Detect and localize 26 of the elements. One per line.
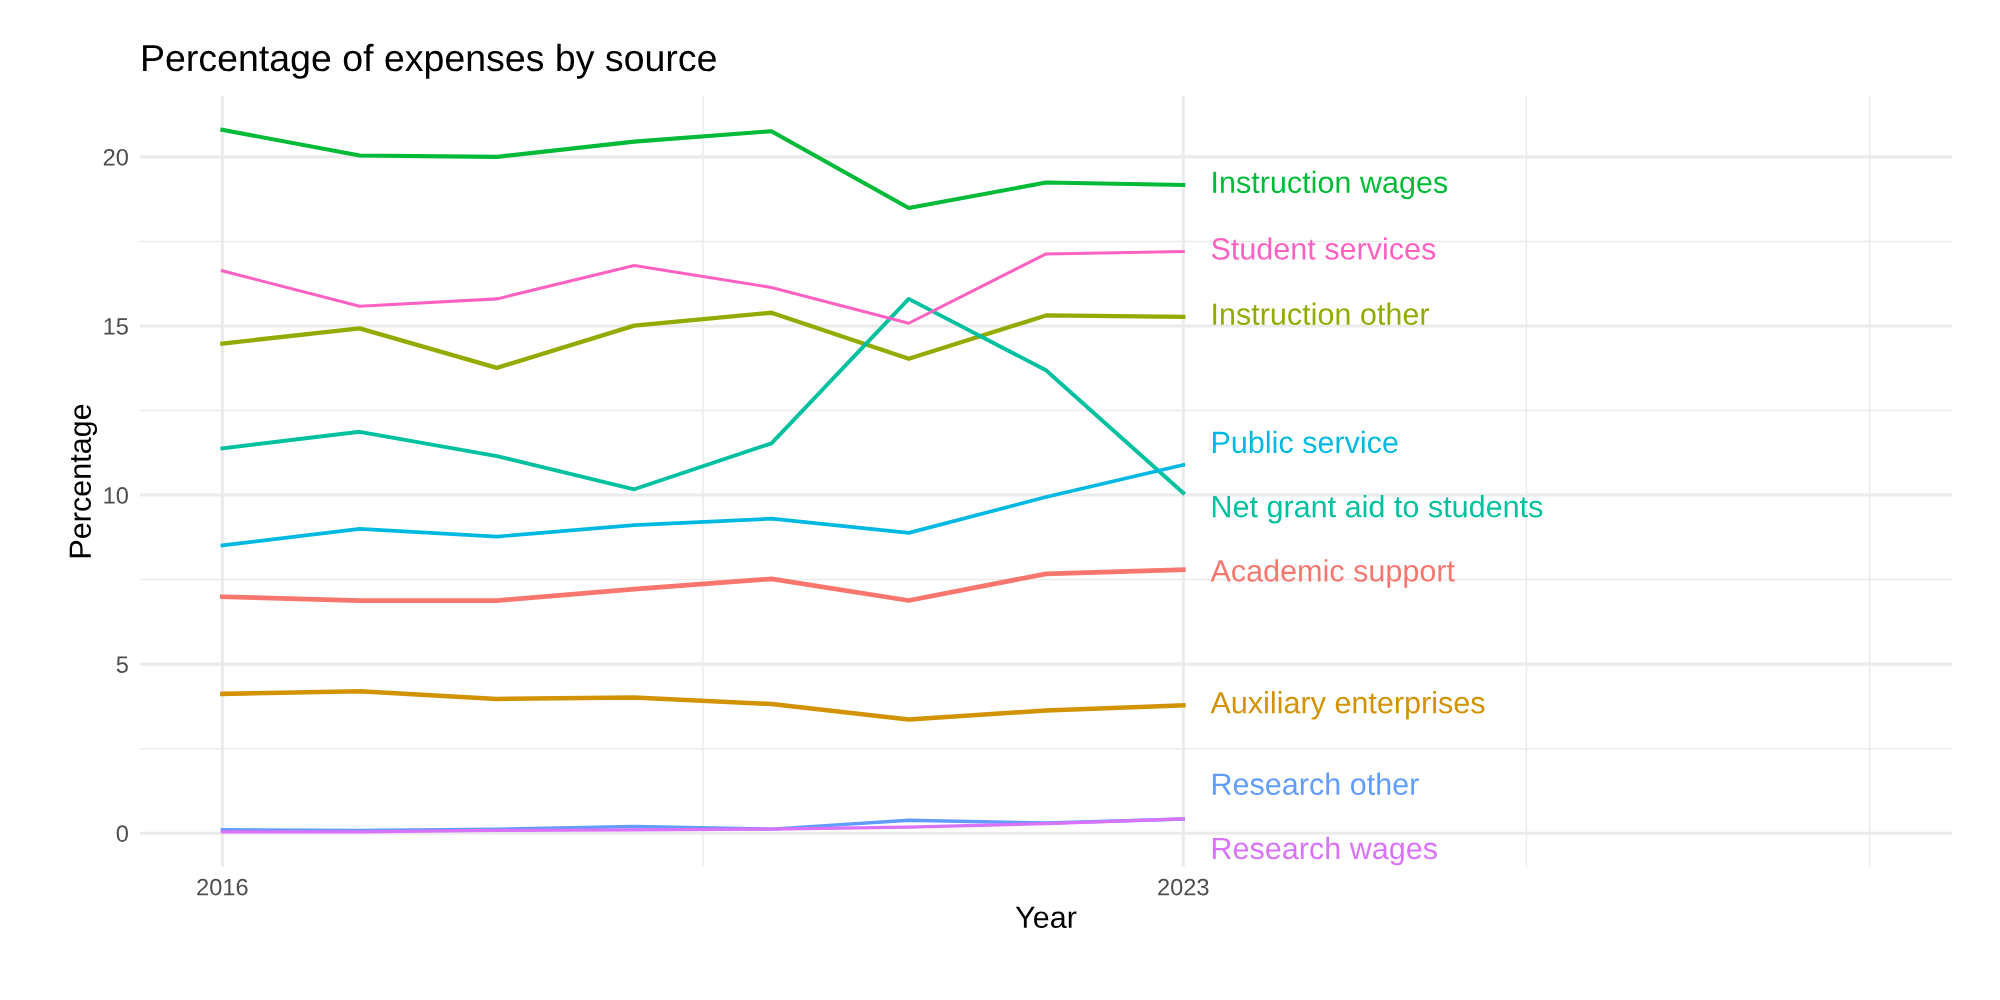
series-label: Student services [1211, 237, 1436, 260]
series-label: Net grant aid to students [1212, 494, 1543, 524]
y-axis-title: Percentage [69, 404, 98, 558]
y-tick-label: 15 [104, 318, 128, 335]
series-label: Academic support [1210, 559, 1455, 588]
series-label: Research other [1212, 772, 1419, 796]
series-label: Auxiliary enterprises [1210, 691, 1485, 720]
x-tick-label: 2023 [1158, 878, 1209, 896]
y-tick-label: 5 [116, 656, 128, 673]
x-axis-title: Year [1015, 906, 1077, 929]
x-tick-label: 2016 [197, 878, 248, 896]
y-tick-label: 0 [116, 825, 128, 842]
series-label: Instruction other [1213, 302, 1430, 326]
line-series [220, 463, 1186, 548]
line-series [220, 688, 1186, 722]
line-series [220, 310, 1186, 371]
series-label: Research wages [1212, 836, 1437, 866]
line-series [220, 250, 1185, 325]
series-label: Instruction wages [1213, 170, 1448, 200]
series-label: Public service [1212, 430, 1398, 454]
chart-title: Percentage of expenses by source [143, 43, 716, 79]
line-series [220, 296, 1186, 495]
line-series [220, 567, 1186, 603]
y-tick-label: 10 [104, 487, 128, 504]
line-series [220, 127, 1186, 210]
y-tick-label: 20 [103, 148, 128, 166]
